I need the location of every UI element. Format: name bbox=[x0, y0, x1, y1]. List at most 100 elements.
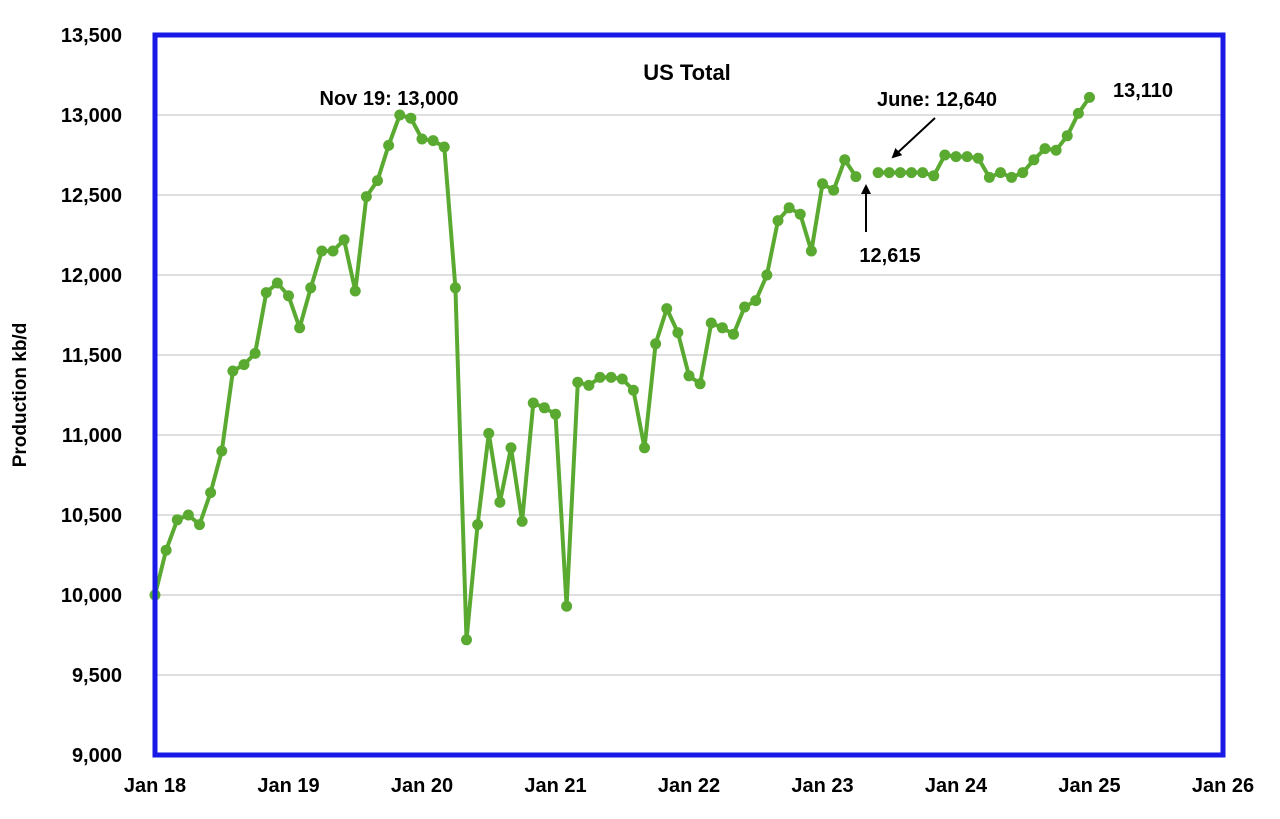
data-point bbox=[472, 519, 484, 531]
y-tick-label: 13,000 bbox=[61, 105, 122, 127]
x-tick-label: Jan 23 bbox=[791, 775, 853, 797]
annotation-peak-label: Nov 19: 13,000 bbox=[320, 88, 459, 110]
data-point bbox=[705, 317, 717, 329]
data-point bbox=[438, 141, 450, 153]
data-point bbox=[349, 285, 361, 297]
data-point bbox=[194, 519, 205, 531]
data-point bbox=[160, 544, 172, 556]
data-point bbox=[672, 327, 684, 339]
data-point bbox=[405, 112, 417, 124]
data-point bbox=[906, 167, 917, 179]
series-layer bbox=[149, 91, 1095, 646]
data-point bbox=[283, 290, 294, 302]
data-point bbox=[249, 347, 261, 359]
y-tick-label: 12,500 bbox=[61, 185, 122, 207]
data-point bbox=[572, 376, 584, 388]
data-point bbox=[839, 154, 851, 166]
data-point bbox=[983, 171, 995, 183]
annotation-june-arrow bbox=[891, 117, 936, 159]
data-point bbox=[1028, 154, 1040, 166]
gridlines bbox=[155, 114, 1223, 676]
data-point bbox=[394, 109, 406, 121]
data-point bbox=[939, 149, 951, 161]
data-point bbox=[383, 139, 395, 151]
data-point bbox=[761, 269, 773, 281]
data-point bbox=[1061, 130, 1073, 142]
data-point bbox=[928, 170, 940, 182]
chart-title: US Total bbox=[643, 60, 731, 85]
data-point bbox=[972, 152, 984, 164]
data-point bbox=[360, 191, 372, 203]
data-point bbox=[772, 215, 784, 227]
data-point bbox=[716, 322, 728, 334]
x-tick-label: Jan 18 bbox=[124, 775, 186, 797]
data-point bbox=[1006, 171, 1018, 183]
y-tick-label: 13,500 bbox=[61, 25, 122, 47]
data-point bbox=[794, 208, 806, 220]
x-tick-label: Jan 22 bbox=[658, 775, 720, 797]
data-point bbox=[817, 178, 828, 190]
data-point bbox=[583, 379, 595, 391]
y-tick-label: 12,000 bbox=[61, 265, 122, 287]
data-point bbox=[527, 397, 539, 409]
annotation-low-label: 12,615 bbox=[859, 245, 920, 267]
x-tick-label: Jan 21 bbox=[524, 775, 586, 797]
data-point bbox=[550, 408, 561, 420]
data-point bbox=[594, 371, 606, 383]
data-point bbox=[605, 371, 617, 383]
x-tick-label: Jan 26 bbox=[1192, 775, 1254, 797]
data-point bbox=[538, 402, 550, 414]
y-axis-label: Production kb/d bbox=[10, 323, 31, 468]
data-point bbox=[872, 167, 884, 179]
data-point bbox=[995, 167, 1006, 179]
data-point bbox=[461, 634, 472, 646]
data-point bbox=[260, 287, 272, 299]
data-point bbox=[305, 282, 317, 294]
data-point bbox=[1039, 143, 1051, 155]
data-point bbox=[627, 384, 639, 396]
data-point bbox=[561, 600, 573, 612]
data-point bbox=[505, 442, 517, 454]
y-tick-label: 10,000 bbox=[61, 585, 122, 607]
plot-frame bbox=[152, 32, 1226, 758]
data-point bbox=[639, 442, 650, 454]
data-point bbox=[616, 373, 628, 385]
data-point bbox=[783, 202, 795, 214]
data-point bbox=[750, 295, 762, 307]
data-point bbox=[728, 328, 739, 340]
y-tick-label: 11,000 bbox=[62, 425, 122, 447]
x-tick-label: Jan 19 bbox=[257, 775, 319, 797]
series-line-history bbox=[153, 113, 858, 642]
y-tick-label: 9,000 bbox=[72, 745, 122, 767]
data-point bbox=[1084, 91, 1095, 103]
data-point bbox=[961, 151, 973, 163]
data-point bbox=[950, 151, 962, 163]
data-point bbox=[1072, 107, 1084, 119]
data-point bbox=[338, 234, 350, 246]
annotation-last-label: 13,110 bbox=[1113, 80, 1173, 102]
x-tick-label: Jan 24 bbox=[925, 775, 988, 797]
data-point bbox=[694, 378, 706, 390]
data-point bbox=[227, 365, 239, 377]
y-tick-label: 11,500 bbox=[62, 345, 122, 367]
data-point bbox=[449, 282, 461, 294]
data-point bbox=[238, 359, 250, 371]
data-point bbox=[327, 245, 339, 257]
data-point bbox=[683, 370, 695, 382]
x-axis-ticks: Jan 18 Jan 19 Jan 20 Jan 21 Jan 22 Jan 23 Jan … bbox=[124, 775, 1254, 797]
data-point bbox=[294, 322, 306, 334]
data-point bbox=[494, 496, 506, 508]
y-tick-label: 9,500 bbox=[72, 665, 122, 687]
data-point bbox=[739, 301, 751, 313]
data-point bbox=[316, 245, 328, 257]
data-point bbox=[182, 509, 194, 521]
annotation-june-label: June: 12,640 bbox=[877, 89, 997, 111]
data-point bbox=[271, 277, 283, 289]
x-tick-label: Jan 25 bbox=[1058, 775, 1120, 797]
x-tick-label: Jan 20 bbox=[391, 775, 453, 797]
data-point bbox=[1017, 167, 1029, 179]
data-point bbox=[1050, 144, 1062, 156]
data-point bbox=[850, 171, 862, 183]
data-point bbox=[205, 487, 217, 499]
